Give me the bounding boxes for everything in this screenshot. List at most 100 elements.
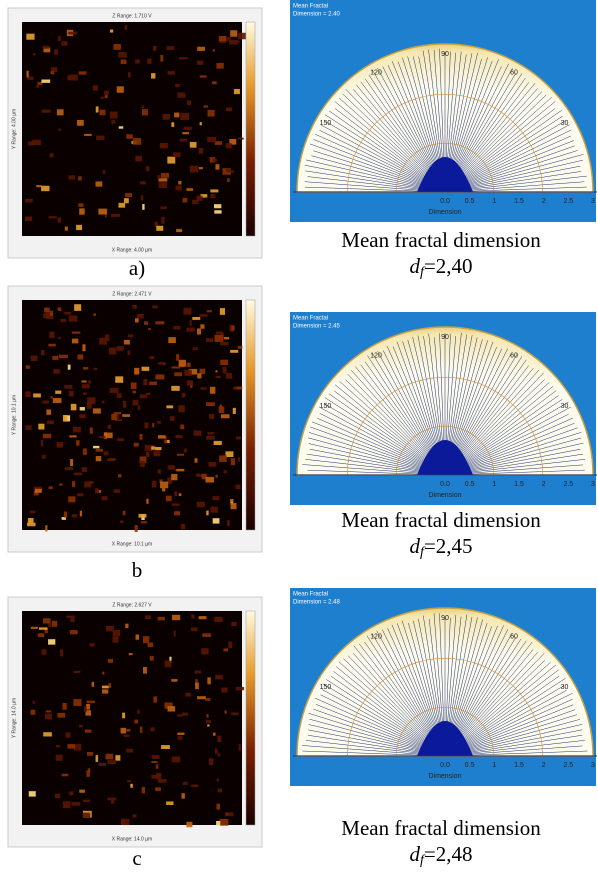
- afm-grain: [207, 432, 215, 435]
- afm-grain: [89, 643, 95, 647]
- afm-grain: [33, 491, 39, 496]
- color-bar: [245, 610, 256, 826]
- afm-grain: [98, 436, 106, 439]
- afm-grain: [238, 137, 244, 140]
- afm-grain: [56, 109, 64, 116]
- afm-grain: [102, 671, 105, 675]
- afm-grain: [84, 729, 92, 733]
- radial-label: 2.5: [563, 198, 573, 205]
- radial-label: 3: [591, 762, 595, 769]
- x-range: X Range: 14.0 µm: [112, 836, 152, 842]
- afm-grain: [225, 168, 231, 173]
- afm-grain: [42, 45, 50, 49]
- afm-grain: [222, 366, 227, 374]
- afm-grain: [130, 783, 133, 788]
- afm-grain: [210, 189, 219, 193]
- afm-grain: [79, 208, 85, 215]
- afm-grain: [32, 53, 36, 56]
- afm-grain: [152, 422, 155, 428]
- afm-grain: [64, 467, 73, 471]
- afm-grain: [25, 425, 32, 430]
- afm-grain: [48, 639, 56, 645]
- angle-label: 90: [441, 334, 449, 341]
- afm-grain: [58, 36, 61, 42]
- afm-grain: [214, 334, 224, 342]
- afm-grain: [146, 498, 149, 504]
- afm-grain: [46, 409, 52, 415]
- afm-grain: [44, 627, 48, 634]
- afm-grain: [144, 422, 149, 429]
- afm-grain: [51, 620, 58, 627]
- afm-grain: [86, 703, 90, 710]
- afm-grain: [101, 685, 110, 689]
- afm-grain: [95, 106, 99, 113]
- afm-grain: [132, 399, 139, 406]
- afm-grain: [61, 41, 68, 46]
- caption: Mean fractal dimension: [341, 816, 541, 840]
- afm-grain: [68, 390, 74, 397]
- polar-header: Dimension = 2.45: [293, 324, 341, 330]
- afm-grain: [62, 703, 67, 710]
- afm-grain: [91, 681, 95, 687]
- afm-grain: [161, 216, 165, 224]
- afm-grain: [68, 315, 78, 322]
- afm-grain: [155, 764, 159, 769]
- afm-grain: [45, 525, 48, 532]
- afm-grain: [189, 165, 199, 173]
- afm-grain: [197, 46, 205, 51]
- y-range: Y Range: 4.00 µm: [11, 109, 17, 149]
- radial-label: 2.5: [563, 762, 573, 769]
- afm-grain: [153, 696, 158, 703]
- afm-grain: [25, 198, 33, 203]
- afm-grain: [51, 67, 58, 73]
- subscript: f: [420, 545, 426, 560]
- afm-grain: [225, 451, 234, 458]
- afm-grain: [229, 40, 238, 45]
- afm-grain: [113, 43, 121, 50]
- afm-grain: [107, 458, 116, 462]
- afm-grain: [96, 135, 105, 140]
- afm-grain: [164, 436, 167, 443]
- afm-grain: [26, 70, 29, 78]
- afm-grain: [103, 451, 109, 456]
- afm-grain: [125, 623, 129, 629]
- afm-grain: [113, 412, 122, 415]
- afm-grain: [25, 216, 33, 222]
- afm-grain: [220, 359, 229, 366]
- afm-grain: [145, 166, 150, 172]
- afm-grain: [176, 229, 183, 233]
- afm-grain: [166, 46, 175, 50]
- afm-grain: [140, 195, 144, 201]
- afm-grain: [216, 778, 220, 782]
- afm-grain: [186, 188, 194, 191]
- afm-grain: [229, 138, 237, 145]
- afm-grain: [111, 213, 121, 217]
- afm-grain: [172, 614, 181, 621]
- angle-label: 60: [510, 633, 518, 640]
- afm-grain: [70, 617, 75, 622]
- afm-grain: [116, 346, 124, 351]
- radial-label: 1: [492, 762, 496, 769]
- y-range: Y Range: 10.1 µm: [11, 395, 17, 435]
- radial-label: 0.5: [465, 198, 475, 205]
- polar-grid: [347, 658, 543, 757]
- afm-grain: [118, 126, 124, 129]
- afm-grain: [155, 772, 162, 780]
- afm-grain: [132, 304, 137, 309]
- afm-grain: [167, 465, 175, 470]
- radial-label: 0.5: [465, 481, 475, 488]
- afm-grain: [171, 756, 181, 763]
- afm-grain: [127, 334, 134, 338]
- afm-grain: [41, 109, 51, 113]
- afm-grain: [123, 198, 129, 204]
- afm-grain: [83, 705, 87, 712]
- value: =2,40: [424, 254, 473, 278]
- afm-grain: [124, 25, 128, 30]
- afm-grain: [122, 400, 127, 408]
- afm-grain: [78, 203, 84, 207]
- afm-grain: [183, 126, 192, 130]
- afm-grain: [137, 405, 141, 410]
- afm-grain: [127, 350, 131, 356]
- afm-grain: [164, 660, 172, 668]
